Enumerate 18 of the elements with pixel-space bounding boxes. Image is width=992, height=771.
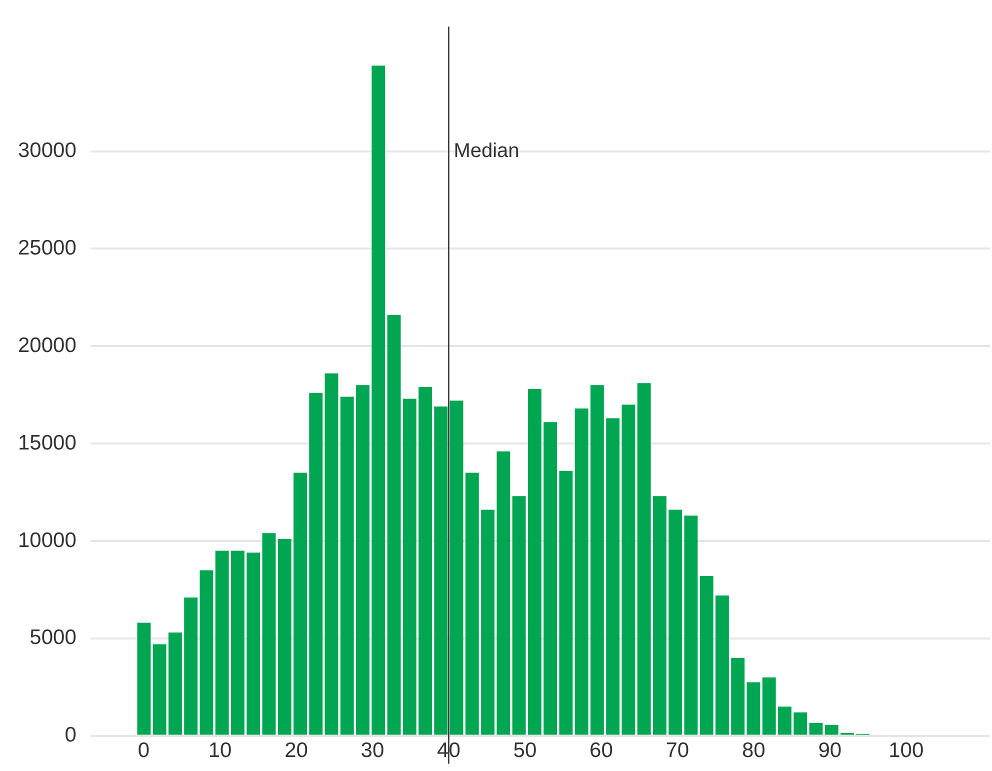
y-tick-label: 15000 — [18, 431, 76, 454]
x-tick-label: 100 — [888, 739, 924, 762]
x-tick-label: 90 — [818, 739, 842, 762]
x-tick-label: 30 — [360, 739, 384, 762]
y-tick-label: 5000 — [30, 626, 76, 650]
ref-line-label: Median — [454, 140, 520, 162]
x-tick-label: 20 — [284, 739, 308, 762]
y-tick-label: 20000 — [18, 334, 76, 357]
x-tick-label: 80 — [742, 739, 766, 762]
y-tick-label: 30000 — [18, 139, 76, 162]
x-tick-label: 10 — [208, 739, 232, 762]
y-tick-label: 10000 — [18, 528, 76, 552]
x-tick-label: 0 — [138, 739, 150, 762]
x-tick-label: 50 — [513, 739, 537, 762]
x-tick-label: 60 — [590, 739, 613, 762]
x-tick-label: 70 — [666, 739, 690, 762]
y-tick-label: 25000 — [18, 236, 76, 260]
y-tick-label: 0 — [64, 724, 76, 747]
